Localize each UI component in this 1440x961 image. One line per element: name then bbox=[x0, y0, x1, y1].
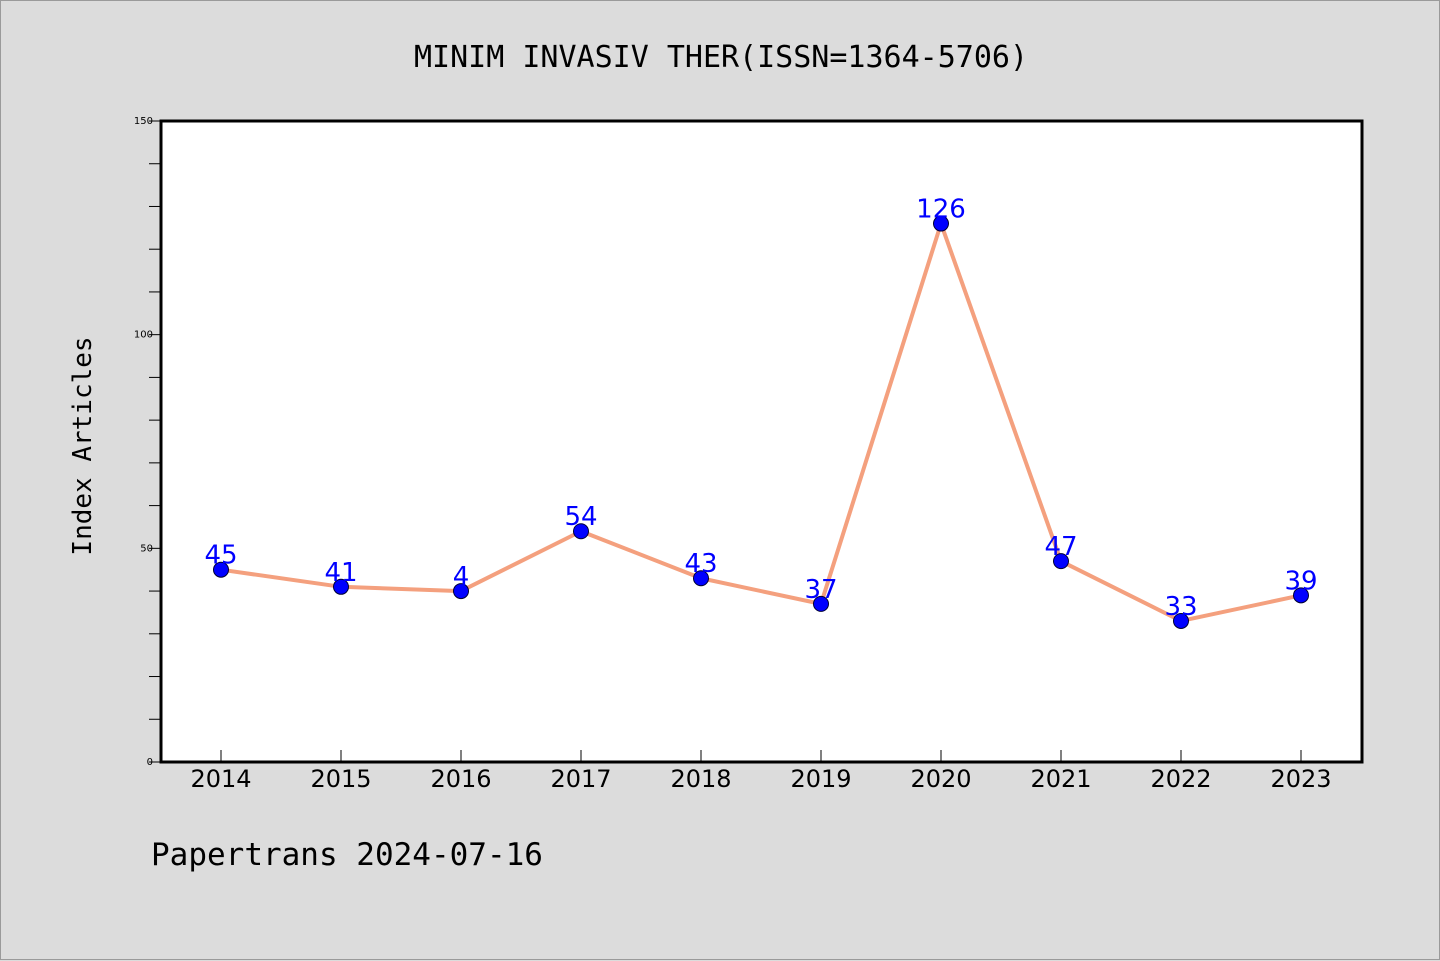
data-point bbox=[453, 583, 469, 600]
chart-title: MINIM INVASIV THER(ISSN=1364-5706) bbox=[414, 40, 1028, 75]
x-tick-label: 2020 bbox=[910, 765, 971, 793]
data-point bbox=[1293, 587, 1309, 604]
y-axis-label: Index Articles bbox=[68, 336, 98, 555]
footer-credit: Papertrans 2024-07-16 bbox=[151, 837, 543, 873]
y-tick-label: 0 bbox=[147, 757, 153, 768]
data-label: 45 bbox=[204, 541, 237, 571]
data-label: 4 bbox=[453, 562, 470, 592]
data-label: 37 bbox=[804, 575, 837, 605]
data-point bbox=[813, 595, 829, 612]
data-label: 39 bbox=[1284, 566, 1317, 596]
x-axis-ticks: 2014 2015 2016 2017 2018 2019 2020 2021 2022 2023 bbox=[190, 750, 1332, 793]
data-point bbox=[213, 561, 229, 578]
x-tick-label: 2019 bbox=[790, 765, 851, 793]
data-label: 54 bbox=[564, 502, 597, 532]
data-point bbox=[573, 523, 589, 540]
x-tick-label: 2015 bbox=[310, 765, 371, 793]
y-axis-ticks: 0 50 100 150 bbox=[134, 116, 161, 768]
y-tick-label: 150 bbox=[134, 116, 153, 127]
x-tick-label: 2021 bbox=[1030, 765, 1091, 793]
data-label: 126 bbox=[916, 195, 966, 225]
series-line bbox=[220, 221, 1302, 623]
data-label: 41 bbox=[324, 558, 357, 588]
x-tick-label: 2014 bbox=[190, 765, 251, 793]
data-point bbox=[693, 570, 709, 587]
x-tick-label: 2016 bbox=[430, 765, 491, 793]
data-label: 47 bbox=[1044, 532, 1077, 562]
y-tick-label: 100 bbox=[134, 330, 153, 341]
data-point bbox=[1173, 612, 1189, 629]
data-point bbox=[933, 215, 949, 232]
x-tick-label: 2023 bbox=[1270, 765, 1331, 793]
x-tick-label: 2018 bbox=[670, 765, 731, 793]
data-label: 33 bbox=[1164, 592, 1197, 622]
y-tick-label: 50 bbox=[140, 543, 153, 554]
plot-area bbox=[159, 119, 1364, 764]
data-point bbox=[333, 578, 349, 595]
series-articles: 45 41 4 54 43 37 126 47 33 39 bbox=[204, 195, 1318, 629]
data-point bbox=[1053, 553, 1069, 570]
x-tick-label: 2017 bbox=[550, 765, 611, 793]
data-label: 43 bbox=[684, 549, 717, 579]
x-tick-label: 2022 bbox=[1150, 765, 1211, 793]
